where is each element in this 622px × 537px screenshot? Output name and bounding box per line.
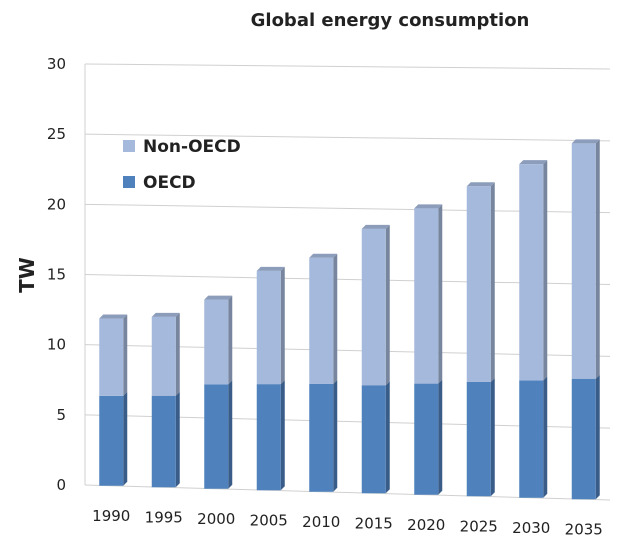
bar-side xyxy=(438,379,443,495)
x-tick-label: 2005 xyxy=(250,511,288,529)
bar-non-oecd-2005 xyxy=(256,270,281,385)
bar-oecd-1995 xyxy=(151,395,176,488)
bar-oecd-2030 xyxy=(519,380,544,498)
bar-non-oecd-2030 xyxy=(519,164,544,381)
x-tick-label: 2030 xyxy=(512,519,550,537)
legend-swatch xyxy=(123,176,135,188)
bar-side xyxy=(543,160,548,381)
bar-side xyxy=(123,314,128,396)
bar-side xyxy=(333,379,338,492)
x-tick-label: 2015 xyxy=(355,514,393,532)
bar-oecd-2035 xyxy=(571,378,596,500)
bar-side xyxy=(280,266,285,385)
bar-non-oecd-2000 xyxy=(204,299,229,385)
y-tick-label: 20 xyxy=(47,195,66,213)
bar-side xyxy=(228,380,233,489)
gridline xyxy=(84,133,611,142)
chart-title: Global energy consumption xyxy=(250,10,530,31)
x-tick-label: 2025 xyxy=(460,517,498,535)
legend-label: OECD xyxy=(143,173,196,193)
bar-oecd-2020 xyxy=(414,383,439,495)
bar-side xyxy=(333,253,338,384)
bar-oecd-2015 xyxy=(361,385,386,494)
legend: Non-OECD OECD xyxy=(123,137,241,193)
y-tick-label: 10 xyxy=(47,336,66,354)
x-tick-label: 1990 xyxy=(92,507,130,525)
y-tick-label: 25 xyxy=(47,125,66,143)
x-tick-label: 1995 xyxy=(145,508,183,526)
bar-side xyxy=(228,295,233,385)
y-axis-ticks: 0 5 10 15 20 25 30 xyxy=(47,55,66,494)
bar-oecd-2025 xyxy=(466,381,491,497)
bar-side xyxy=(595,374,600,500)
bar-side xyxy=(385,381,390,494)
bar-top xyxy=(414,204,443,209)
y-tick-label: 0 xyxy=(56,476,66,494)
x-tick-label: 2010 xyxy=(302,513,340,531)
y-tick-label: 30 xyxy=(47,55,66,73)
bar-non-oecd-2015 xyxy=(361,228,386,386)
bar-oecd-1990 xyxy=(99,395,124,486)
legend-label: Non-OECD xyxy=(143,137,241,157)
bar-side xyxy=(175,391,180,488)
bar-side xyxy=(438,204,443,384)
bar-non-oecd-1990 xyxy=(99,318,124,396)
bar-side xyxy=(175,312,180,396)
gridline xyxy=(84,63,611,70)
bar-top xyxy=(99,314,128,319)
bar-top xyxy=(204,295,233,300)
bar-top xyxy=(571,139,600,144)
bar-oecd-2000 xyxy=(204,384,229,489)
bar-side xyxy=(490,182,495,382)
bar-top xyxy=(361,224,390,229)
bar-side xyxy=(123,391,128,486)
bar-non-oecd-1995 xyxy=(151,316,176,396)
x-tick-label: 2035 xyxy=(565,520,603,537)
bar-non-oecd-2010 xyxy=(309,257,334,384)
x-tick-label: 2020 xyxy=(407,516,445,534)
bar-oecd-2010 xyxy=(309,383,334,492)
bar-non-oecd-2025 xyxy=(466,186,491,382)
bars xyxy=(99,139,600,500)
bar-non-oecd-2020 xyxy=(414,208,439,384)
y-tick-label: 15 xyxy=(47,266,66,284)
y-axis-label: TW xyxy=(15,257,39,293)
bar-top xyxy=(151,312,180,317)
x-axis-ticks: 1990 1995 2000 2005 2010 2015 2020 2025 2030 2035 xyxy=(92,507,603,537)
bar-side xyxy=(385,224,390,386)
bar-side xyxy=(280,380,285,491)
bar-top xyxy=(309,253,338,258)
bar-non-oecd-2035 xyxy=(571,143,596,379)
bar-top xyxy=(519,160,548,165)
bar-side xyxy=(595,139,600,379)
y-tick-label: 5 xyxy=(56,406,66,424)
bar-top xyxy=(256,266,285,271)
bar-side xyxy=(490,377,495,497)
bar-side xyxy=(543,376,548,498)
x-tick-label: 2000 xyxy=(197,510,235,528)
bar-oecd-2005 xyxy=(256,384,281,491)
legend-swatch xyxy=(123,140,135,152)
bar-top xyxy=(466,182,495,187)
